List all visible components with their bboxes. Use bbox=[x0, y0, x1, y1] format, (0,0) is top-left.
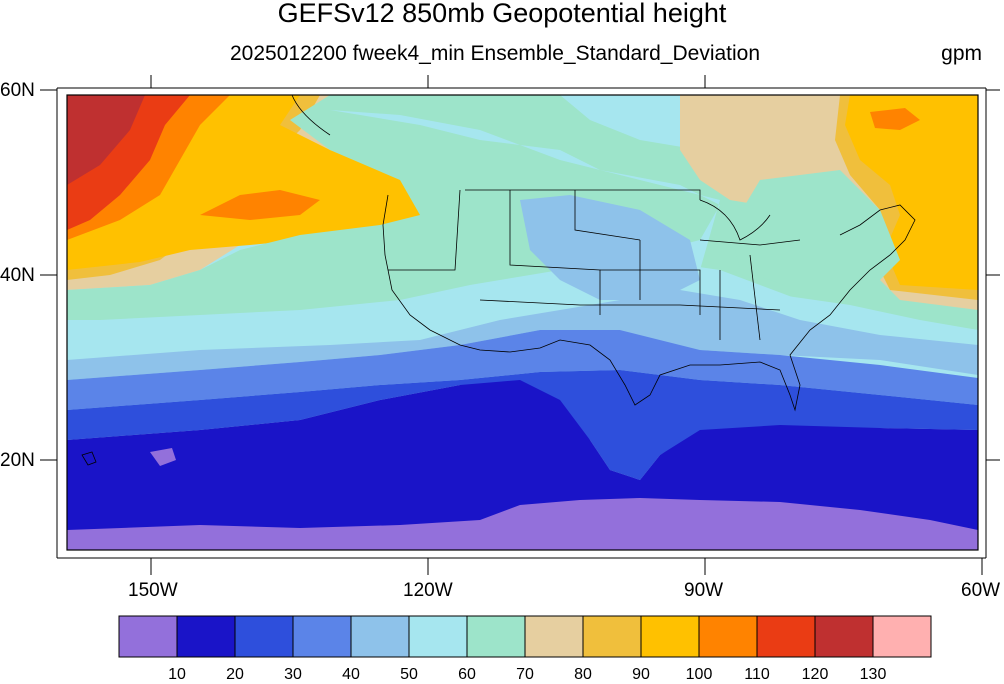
field-50-inland bbox=[520, 195, 700, 300]
colorbar-label: 130 bbox=[859, 666, 887, 683]
colorbar-label: 40 bbox=[342, 666, 360, 683]
lat-label-60n: 60N bbox=[0, 80, 35, 101]
colorbar-swatch bbox=[640, 615, 700, 658]
colorbar-label: 20 bbox=[226, 666, 244, 683]
lon-label-60w: 60W bbox=[961, 580, 1001, 601]
colorbar-swatch bbox=[234, 615, 294, 658]
colorbar-label: 120 bbox=[801, 666, 829, 683]
axis-ticks bbox=[40, 75, 1000, 575]
colorbar-swatch bbox=[872, 615, 932, 658]
colorbar-swatch bbox=[408, 615, 468, 658]
colorbar-label: 80 bbox=[574, 666, 592, 683]
lon-label-90w: 90W bbox=[684, 580, 724, 601]
field-130-nw bbox=[67, 95, 145, 185]
colorbar-label: 100 bbox=[685, 666, 713, 683]
colorbar-label: 60 bbox=[458, 666, 476, 683]
lat-label-40n: 40N bbox=[0, 265, 35, 286]
units-label: gpm bbox=[941, 42, 982, 65]
field-50-band bbox=[67, 290, 978, 380]
colorbar-label: 50 bbox=[400, 666, 418, 683]
map-subtitle: 2025012200 fweek4_min Ensemble_Standard_… bbox=[230, 42, 761, 65]
lat-label-20n: 20N bbox=[0, 450, 35, 471]
colorbar-label: 30 bbox=[284, 666, 302, 683]
field-100-ne bbox=[845, 95, 978, 290]
colorbar-label: 10 bbox=[168, 666, 186, 683]
field-10-band bbox=[67, 498, 978, 550]
coastlines bbox=[81, 95, 916, 466]
lon-label-150w: 150W bbox=[128, 580, 178, 601]
field-60-north bbox=[67, 110, 978, 350]
colorbar-swatch bbox=[292, 615, 352, 658]
colorbar-swatch bbox=[118, 615, 178, 658]
field-30-band bbox=[67, 370, 978, 480]
colorbar-label: 90 bbox=[632, 666, 650, 683]
colorbar-swatch bbox=[582, 615, 642, 658]
field-70-ne-gap bbox=[730, 170, 900, 290]
colorbar bbox=[118, 615, 932, 658]
colorbar-swatch bbox=[524, 615, 584, 658]
colorbar-label: 110 bbox=[744, 666, 770, 683]
colorbar-swatch bbox=[466, 615, 526, 658]
colorbar-swatch bbox=[756, 615, 816, 658]
colorbar-label: 70 bbox=[516, 666, 534, 683]
field-40-band bbox=[67, 330, 978, 410]
colorbar-swatch bbox=[176, 615, 236, 658]
field-110-nw-b bbox=[200, 190, 320, 220]
field-10-blob bbox=[150, 448, 176, 466]
shaded-field bbox=[67, 95, 978, 550]
map-frame bbox=[66, 94, 979, 551]
lon-label-120w: 120W bbox=[403, 580, 453, 601]
colorbar-swatch bbox=[698, 615, 758, 658]
colorbar-swatch bbox=[350, 615, 410, 658]
map-title: GEFSv12 850mb Geopotential height bbox=[277, 0, 727, 28]
colorbar-swatch bbox=[814, 615, 874, 658]
field-110-ne bbox=[870, 108, 920, 130]
